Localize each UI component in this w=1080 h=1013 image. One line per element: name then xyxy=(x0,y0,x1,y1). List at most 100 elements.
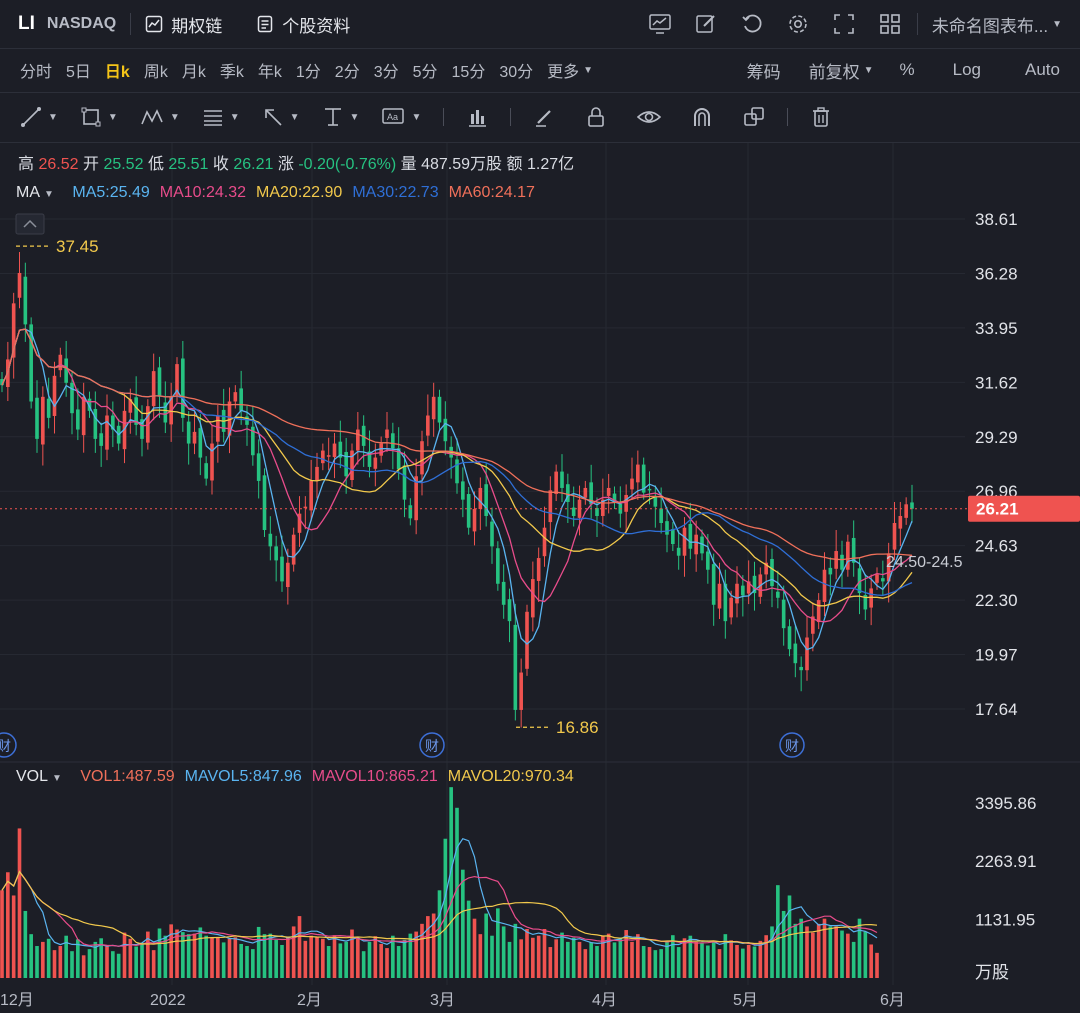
fullscreen-icon[interactable] xyxy=(831,11,857,37)
timeframe-2[interactable]: 日k xyxy=(104,64,130,81)
candle-body xyxy=(630,478,634,490)
volume-bar xyxy=(846,933,850,978)
percent-button[interactable]: % xyxy=(899,60,915,79)
volume-bar xyxy=(274,939,278,978)
pattern-tool[interactable]: ▼ xyxy=(140,106,180,128)
candle-body xyxy=(373,457,378,469)
timeframe-9[interactable]: 3分 xyxy=(373,64,399,81)
candle-body xyxy=(513,624,518,710)
settings-icon[interactable] xyxy=(785,11,811,37)
volume-bar xyxy=(828,926,833,978)
volume-bar xyxy=(280,944,284,978)
volume-bar xyxy=(29,934,33,978)
chevron-down-icon[interactable]: ▼ xyxy=(52,773,62,784)
options-chain-button[interactable]: 期权链 xyxy=(145,12,222,37)
timeframe-1[interactable]: 5日 xyxy=(66,64,91,81)
volume-bar xyxy=(717,949,722,978)
volume-tick-label: 3395.86 xyxy=(975,794,1036,813)
earnings-marker[interactable] xyxy=(779,732,805,758)
volume-bar xyxy=(116,953,121,978)
candle-body xyxy=(653,495,658,507)
volume-bar xyxy=(122,932,127,978)
adjust-dropdown[interactable]: 前复权 xyxy=(808,62,860,82)
candle-body xyxy=(256,453,261,481)
candle-body xyxy=(542,527,547,557)
timeframe-3[interactable]: 周k xyxy=(143,64,168,81)
log-button[interactable]: Log xyxy=(952,60,982,79)
chips-button[interactable]: 筹码 xyxy=(746,62,781,82)
timeframe-6[interactable]: 年k xyxy=(257,64,282,81)
rectangle-tool[interactable]: ▼ xyxy=(80,106,118,128)
candle-body xyxy=(443,418,448,442)
volume-bar xyxy=(186,934,191,978)
timeframe-8[interactable]: 2分 xyxy=(334,64,360,81)
timeframe-5[interactable]: 季k xyxy=(219,64,244,81)
measure-tool[interactable]: ▼ xyxy=(322,106,359,128)
auto-button[interactable]: Auto xyxy=(1025,60,1060,79)
chevron-down-icon[interactable]: ▼ xyxy=(863,64,874,76)
layout-grid-icon[interactable] xyxy=(877,11,903,37)
arrow-tool[interactable]: ▼ xyxy=(262,106,300,128)
date-label: 2022 xyxy=(150,992,186,1009)
visibility-tool[interactable] xyxy=(637,106,662,128)
timeframe-4[interactable]: 月k xyxy=(181,64,206,81)
candle-body xyxy=(612,493,617,502)
collapse-button[interactable] xyxy=(15,213,45,235)
volume-bar xyxy=(385,948,389,978)
earnings-marker[interactable] xyxy=(419,732,445,758)
candle-body xyxy=(560,471,564,488)
clone-tool[interactable] xyxy=(743,106,765,128)
lock-tool[interactable] xyxy=(585,106,607,128)
candle-body xyxy=(76,409,80,430)
vol-title[interactable]: VOL xyxy=(16,768,49,785)
fib-tool[interactable]: ▼ xyxy=(202,106,240,128)
symbol-label[interactable]: LI xyxy=(18,13,35,34)
stock-profile-button[interactable]: 个股资料 xyxy=(256,12,350,37)
candle-body xyxy=(17,272,22,298)
magnet-tool[interactable] xyxy=(691,106,713,128)
timeframe-10[interactable]: 5分 xyxy=(412,64,438,81)
volume-bar xyxy=(799,918,803,978)
layout-name[interactable]: 未命名图表布... xyxy=(931,16,1049,36)
volume-bar xyxy=(571,937,576,978)
open-label: 开 xyxy=(82,156,99,173)
volume-bar xyxy=(81,955,86,978)
text-tool[interactable]: Aa ▼ xyxy=(381,106,421,128)
chevron-down-icon[interactable]: ▼ xyxy=(583,64,594,76)
timeframe-12[interactable]: 30分 xyxy=(499,64,534,81)
brush-tool[interactable] xyxy=(533,106,555,128)
stock-profile-label: 个股资料 xyxy=(282,16,351,36)
delete-tool[interactable] xyxy=(810,106,832,128)
candle-body xyxy=(904,504,908,518)
candle-body xyxy=(431,396,436,420)
candle-body xyxy=(507,599,512,622)
draw-icon[interactable] xyxy=(693,11,719,37)
change-value: -0.20(-0.76%) xyxy=(298,156,397,173)
price-tick-label: 17.64 xyxy=(975,700,1018,719)
volume-bar xyxy=(373,936,378,978)
volume-bar xyxy=(431,913,436,978)
current-price-badge xyxy=(968,495,1080,522)
candle-body xyxy=(245,416,249,425)
replay-icon[interactable] xyxy=(739,11,765,37)
timeframe-13[interactable]: 更多 xyxy=(547,64,580,81)
indicator-tool[interactable] xyxy=(466,106,488,128)
candle-body xyxy=(0,379,4,386)
trendline-tool[interactable]: ▼ xyxy=(20,106,58,128)
low-value: 25.51 xyxy=(168,156,209,173)
volume-bar xyxy=(466,900,471,978)
chevron-down-icon[interactable]: ▼ xyxy=(44,189,54,200)
ma-title[interactable]: MA xyxy=(16,184,40,201)
chevron-down-icon[interactable]: ▼ xyxy=(1052,18,1062,30)
volume-bar xyxy=(781,910,786,978)
timeframe-7[interactable]: 1分 xyxy=(295,64,321,81)
volume-bar xyxy=(729,940,733,978)
chart-template-icon[interactable] xyxy=(647,11,673,37)
timeframe-0[interactable]: 分时 xyxy=(20,64,53,81)
candle-body xyxy=(606,487,611,496)
timeframe-11[interactable]: 15分 xyxy=(451,64,486,81)
volume-bar xyxy=(601,935,605,978)
earnings-marker[interactable] xyxy=(0,732,17,758)
ma-legend-item: MA10:24.32 xyxy=(159,184,247,201)
